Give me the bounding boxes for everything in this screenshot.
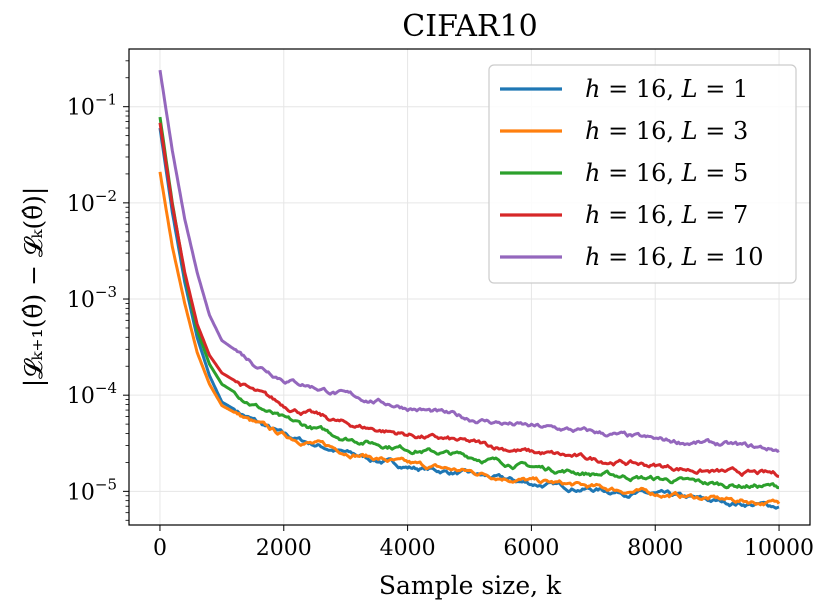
x-tick-label: 8000: [627, 536, 683, 561]
legend-entry-label: h = 16, L = 7: [585, 201, 748, 229]
y-tick-label: 10−2: [67, 187, 117, 217]
plot-frame: [128, 48, 811, 526]
legend-entry-label: h = 16, L = 10: [585, 243, 763, 271]
y-axis-label: |𝓛ₖ₊₁(θ̂) − 𝓛ₖ(θ̂)|: [19, 187, 49, 388]
legend-entry-label: h = 16, L = 3: [585, 117, 748, 145]
series-line-2: [158, 171, 781, 507]
axis-ticks: 0 2000 4000 6000 8000 10000 10−1 10−2 10−3 10−4 10…: [67, 60, 814, 561]
y-tick-label: 10−4: [67, 379, 117, 409]
y-tick-label: 10−1: [67, 91, 117, 121]
legend: h = 16, L = 1 h = 16, L = 3 h = 16, L = 5 h…: [488, 64, 797, 284]
x-tick-label: 6000: [503, 536, 559, 561]
x-tick-label: 10000: [744, 536, 814, 561]
chart-title: CIFAR10: [402, 9, 537, 44]
series-line-3: [158, 116, 779, 490]
x-tick-label: 2000: [256, 536, 312, 561]
series-line-4: [158, 122, 780, 478]
x-axis-label: Sample size, k: [379, 571, 562, 600]
series-line-5: [158, 69, 780, 453]
x-tick-label: 4000: [380, 536, 436, 561]
legend-entry-label: h = 16, L = 1: [585, 75, 748, 103]
y-tick-label: 10−3: [67, 283, 117, 313]
x-tick-label: 0: [153, 536, 167, 561]
series-lines: [158, 69, 781, 510]
legend-box: [488, 64, 797, 284]
y-tick-label: 10−5: [67, 475, 117, 505]
legend-entry-label: h = 16, L = 5: [585, 159, 748, 187]
